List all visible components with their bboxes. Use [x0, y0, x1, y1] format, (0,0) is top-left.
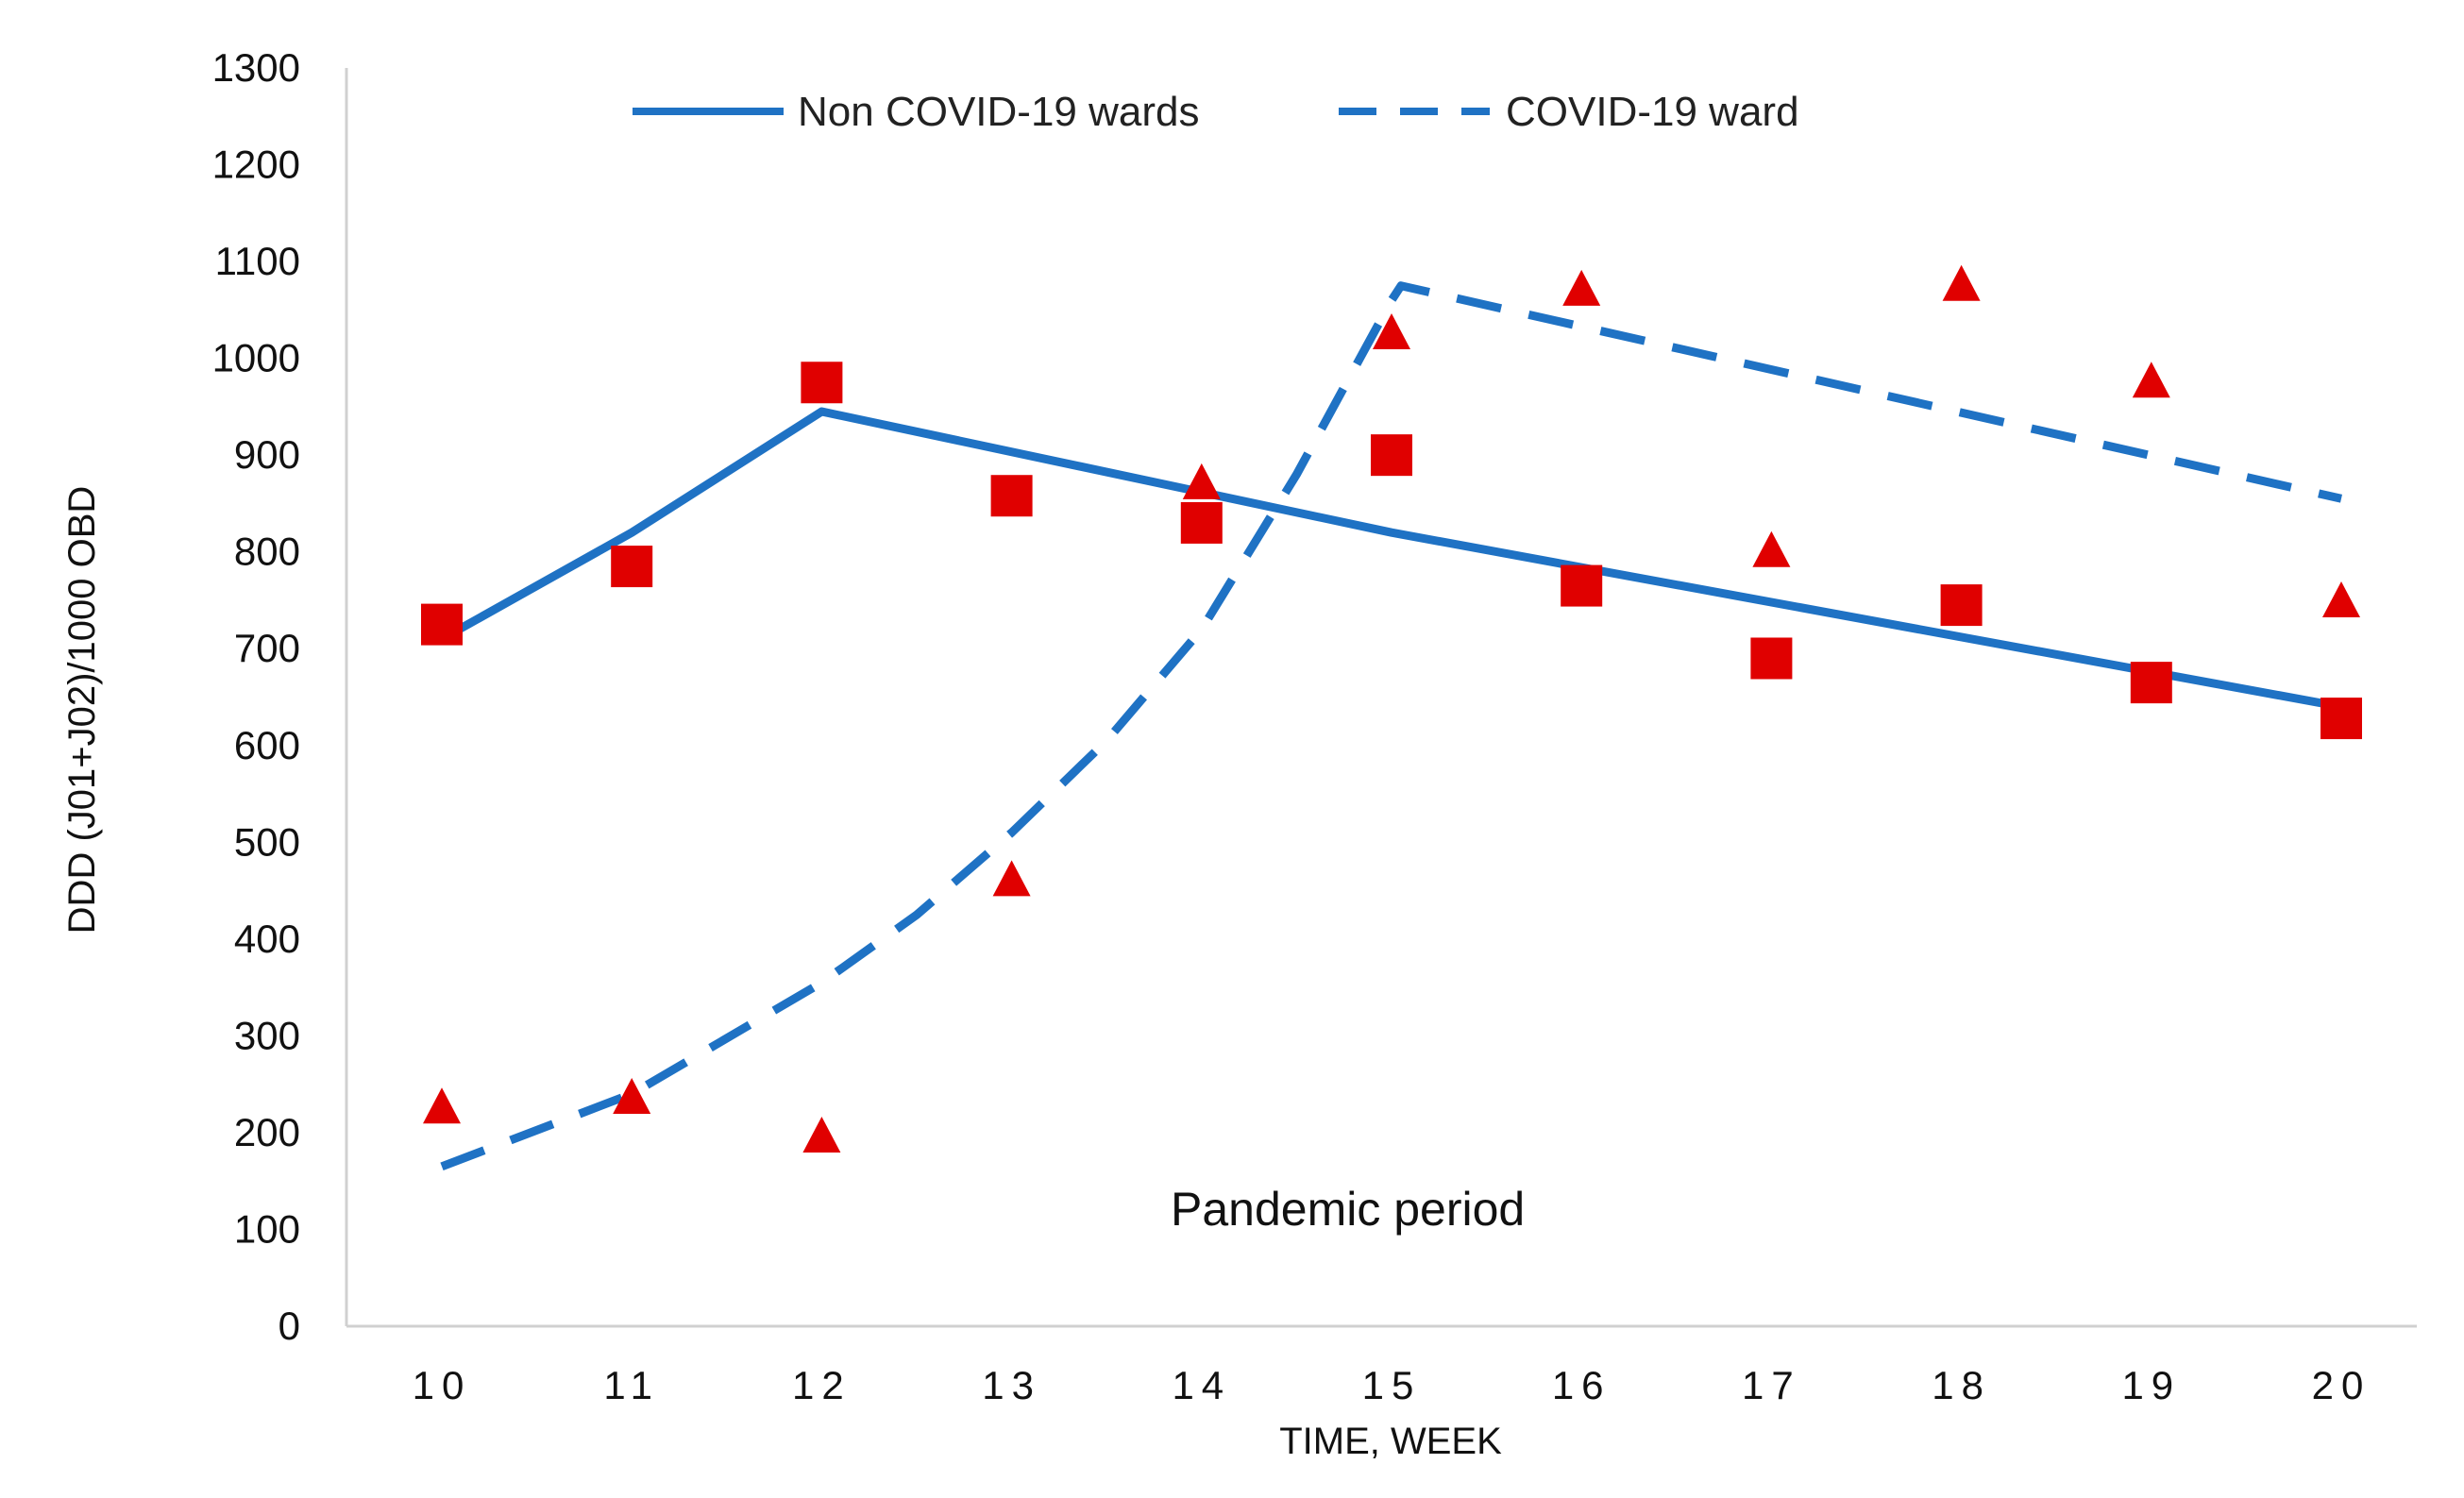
triangle-marker	[2322, 581, 2360, 618]
triangle-marker	[1182, 463, 1221, 499]
square-marker	[1940, 584, 1983, 627]
x-tick-label: 11	[603, 1363, 660, 1407]
series-line-non-covid	[439, 407, 2342, 712]
annotation-pandemic-period: Pandemic period	[1171, 1183, 1525, 1236]
square-marker	[2130, 662, 2172, 704]
triangle-marker	[1562, 269, 1601, 306]
x-tick-label: 16	[1552, 1363, 1612, 1407]
x-tick-label: 14	[1172, 1363, 1231, 1407]
x-tick-label: 20	[2312, 1363, 2371, 1407]
triangle-marker	[423, 1087, 461, 1124]
square-marker	[421, 603, 463, 646]
x-tick-label: 12	[792, 1363, 852, 1407]
triangle-marker	[802, 1117, 841, 1153]
x-tick-labels: 10 11 12 13 14 15 16 17 18 19 20	[413, 1363, 2371, 1407]
x-tick-label: 18	[1932, 1363, 1991, 1407]
y-tick-label: 100	[234, 1206, 300, 1251]
y-tick-label: 1200	[212, 143, 300, 187]
x-tick-label: 17	[1742, 1363, 1801, 1407]
x-tick-label: 15	[1362, 1363, 1422, 1407]
fit-lines	[439, 281, 2342, 1171]
triangle-marker	[1373, 312, 1410, 349]
y-tick-label: 300	[234, 1013, 300, 1057]
y-tick-label: 900	[234, 432, 300, 477]
y-tick-label: 1000	[212, 336, 300, 380]
y-axis-title: DDD (J01+J02)/1000 OBD	[61, 486, 103, 934]
square-marker	[990, 475, 1033, 517]
y-tick-labels: 0 100 200 300 400 500 600 700 800 900 1000 1100 1200…	[212, 45, 300, 1348]
square-marker	[1371, 434, 1412, 477]
x-tick-label: 13	[982, 1363, 1041, 1407]
x-axis-title: TIME, WEEK	[1279, 1421, 1502, 1462]
y-tick-label: 400	[234, 917, 300, 961]
y-tick-label: 1100	[215, 239, 300, 283]
observed-markers	[421, 264, 2362, 1153]
y-tick-label: 200	[234, 1110, 300, 1154]
legend-label-non-covid: Non COVID-19 wards	[798, 89, 1199, 135]
square-marker	[1180, 501, 1223, 544]
square-marker	[2321, 698, 2362, 740]
square-marker	[1750, 637, 1793, 680]
y-tick-label: 700	[234, 626, 300, 670]
legend-label-covid: COVID-19 ward	[1506, 89, 1799, 135]
square-marker	[1561, 564, 1603, 607]
axes	[345, 68, 2417, 1328]
y-tick-label: 500	[234, 819, 300, 864]
legend: Non COVID-19 wards COVID-19 ward	[633, 89, 1799, 135]
triangle-marker	[1752, 530, 1791, 567]
square-marker	[611, 546, 653, 588]
x-tick-label: 10	[413, 1363, 472, 1407]
series-line-covid	[440, 281, 2342, 1171]
triangle-marker	[2132, 362, 2170, 398]
triangle-marker	[1942, 264, 1981, 301]
y-tick-label: 600	[234, 723, 300, 767]
triangle-marker	[992, 860, 1031, 897]
x-tick-label: 19	[2121, 1363, 2181, 1407]
y-tick-label: 0	[278, 1304, 300, 1348]
square-marker	[801, 362, 843, 404]
y-tick-label: 1300	[212, 45, 300, 90]
triangle-marker	[613, 1078, 651, 1115]
y-tick-label: 800	[234, 530, 300, 574]
